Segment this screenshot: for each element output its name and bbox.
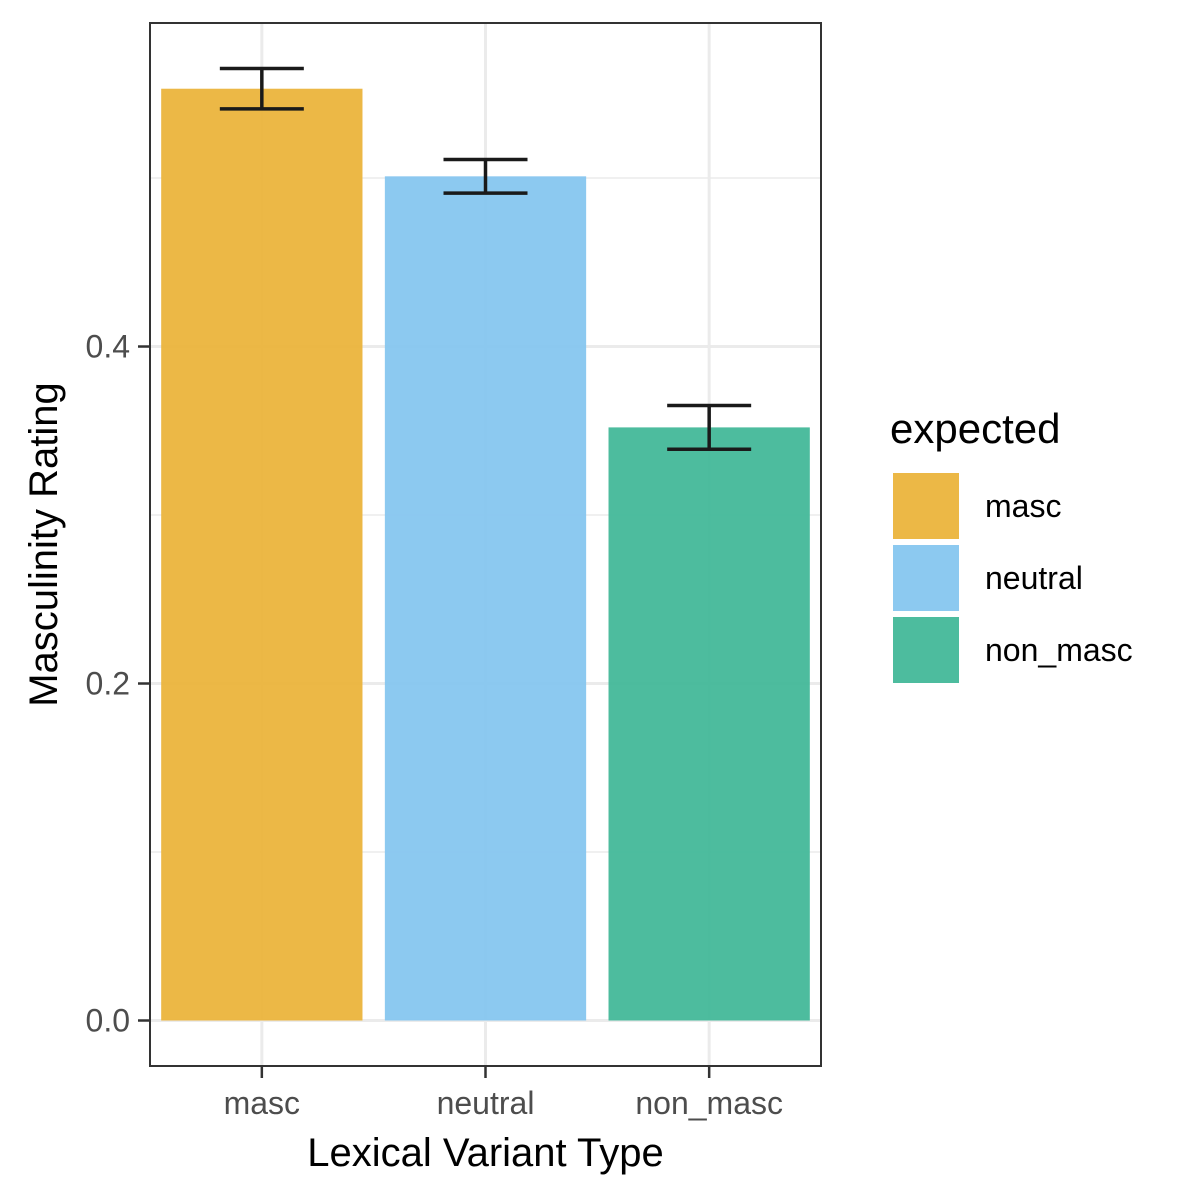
bar-non_masc [608,427,810,1021]
legend-key [893,545,959,611]
x-axis-title: Lexical Variant Type [307,1131,664,1175]
y-tick-label: 0.0 [86,1003,130,1039]
x-tick-label: masc [224,1085,300,1121]
y-axis-ticks: 0.0 0.2 0.4 [86,329,150,1039]
legend-key [893,617,959,683]
error-bar-neutral [443,157,528,195]
legend-title: expected [890,405,1060,452]
legend-label: masc [985,488,1061,524]
y-tick-label: 0.2 [86,666,130,702]
legend-key [893,473,959,539]
y-axis-title: Masculinity Rating [22,382,66,707]
x-tick-label: neutral [437,1085,535,1121]
legend-label: neutral [985,560,1083,596]
x-axis-ticks: masc neutral non_masc [224,1066,783,1121]
error-bar-masc [219,66,304,111]
error-bars [219,66,752,452]
x-tick-label: non_masc [635,1085,783,1121]
legend-label: non_masc [985,632,1133,668]
legend-entry-non_masc: non_masc [893,617,1133,683]
legend-entries: masc neutral non_masc [893,473,1133,683]
legend-entry-masc: masc [893,473,1061,539]
bars [161,88,810,1021]
bar-neutral [384,176,587,1021]
y-tick-label: 0.4 [86,329,130,365]
bar-masc [161,88,363,1021]
legend-entry-neutral: neutral [893,545,1083,611]
error-bar-non_masc [667,403,752,452]
legend: expected masc neutral non_masc [890,405,1133,683]
